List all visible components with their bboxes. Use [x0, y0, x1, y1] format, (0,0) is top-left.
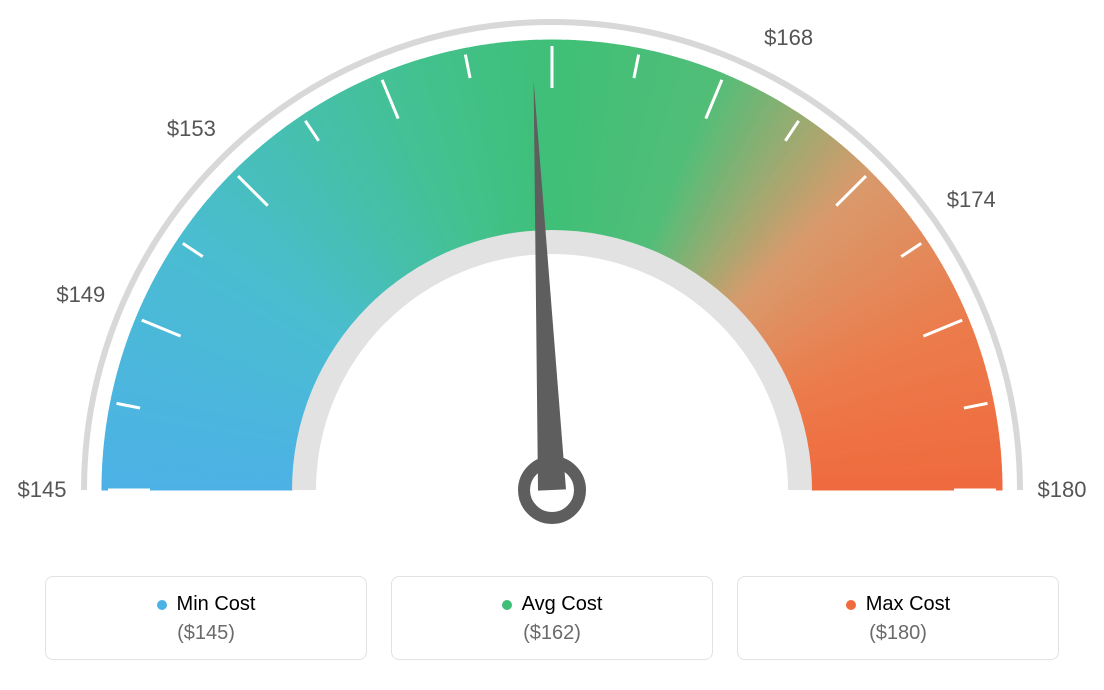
legend-min-label: Min Cost — [157, 593, 256, 616]
gauge-tick-label: $153 — [167, 116, 216, 142]
dot-icon — [502, 600, 512, 610]
legend-avg-label-text: Avg Cost — [522, 593, 603, 616]
gauge-tick-label: $149 — [56, 282, 105, 308]
cost-gauge-widget: $145$149$153$162$168$174$180 Min Cost ($… — [0, 0, 1104, 690]
gauge-tick-label: $174 — [947, 187, 996, 213]
legend-avg-value: ($162) — [402, 622, 702, 645]
legend-avg: Avg Cost ($162) — [391, 576, 713, 660]
dot-icon — [846, 600, 856, 610]
gauge-tick-label: $145 — [18, 477, 67, 503]
legend-max-value: ($180) — [748, 622, 1048, 645]
legend-min: Min Cost ($145) — [45, 576, 367, 660]
legend: Min Cost ($145) Avg Cost ($162) Max Cost… — [0, 576, 1104, 660]
gauge-tick-label: $180 — [1038, 477, 1087, 503]
legend-min-label-text: Min Cost — [177, 593, 256, 616]
legend-min-value: ($145) — [56, 622, 356, 645]
legend-avg-label: Avg Cost — [502, 593, 603, 616]
legend-max-label-text: Max Cost — [866, 593, 950, 616]
gauge-svg — [0, 0, 1104, 560]
gauge-chart: $145$149$153$162$168$174$180 — [0, 0, 1104, 560]
legend-max-label: Max Cost — [846, 593, 950, 616]
legend-max: Max Cost ($180) — [737, 576, 1059, 660]
dot-icon — [157, 600, 167, 610]
gauge-tick-label: $168 — [764, 25, 813, 51]
